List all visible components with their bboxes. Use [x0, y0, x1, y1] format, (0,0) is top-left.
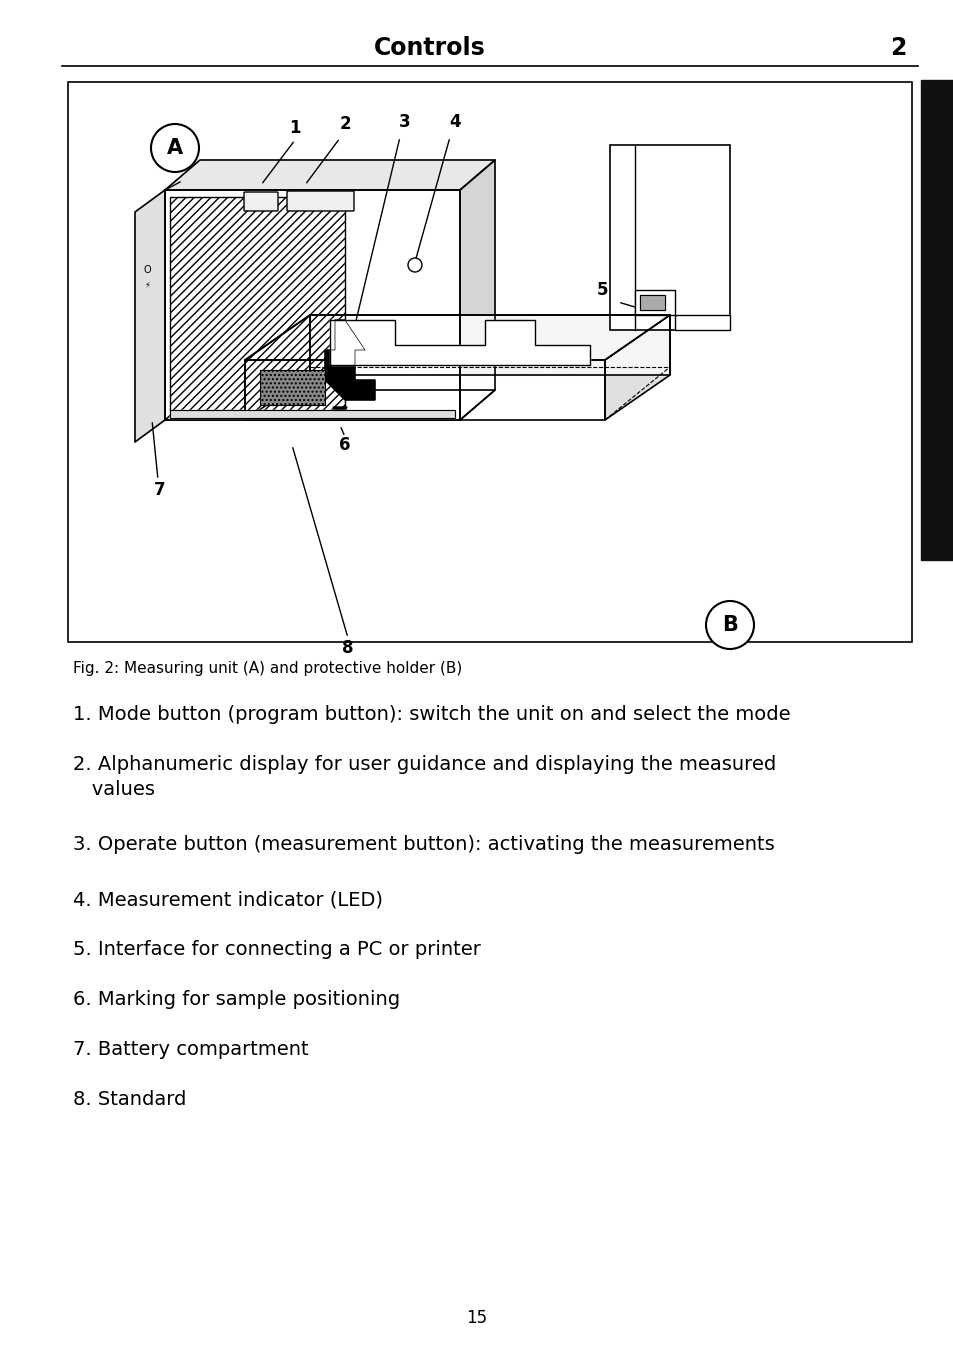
- Polygon shape: [135, 190, 165, 443]
- Circle shape: [151, 124, 199, 172]
- Circle shape: [705, 601, 753, 650]
- FancyBboxPatch shape: [244, 192, 277, 211]
- Bar: [609, 145, 729, 330]
- Text: B: B: [721, 615, 738, 635]
- Polygon shape: [635, 291, 729, 330]
- Text: A: A: [167, 139, 183, 157]
- Text: 2. Alphanumeric display for user guidance and displaying the measured: 2. Alphanumeric display for user guidanc…: [73, 755, 776, 773]
- Polygon shape: [245, 360, 604, 420]
- Polygon shape: [170, 410, 455, 418]
- Text: 4. Measurement indicator (LED): 4. Measurement indicator (LED): [73, 890, 382, 909]
- Text: 6. Marking for sample positioning: 6. Marking for sample positioning: [73, 990, 399, 1009]
- Text: 4: 4: [449, 113, 460, 130]
- Polygon shape: [165, 390, 495, 420]
- FancyBboxPatch shape: [287, 191, 354, 211]
- Text: 3: 3: [398, 113, 411, 130]
- Polygon shape: [245, 315, 310, 420]
- Text: 5. Interface for connecting a PC or printer: 5. Interface for connecting a PC or prin…: [73, 940, 480, 959]
- Text: 7: 7: [154, 482, 166, 499]
- Polygon shape: [245, 315, 669, 360]
- Text: Fig. 2: Measuring unit (A) and protective holder (B): Fig. 2: Measuring unit (A) and protectiv…: [73, 660, 462, 675]
- Text: 3. Operate button (measurement button): activating the measurements: 3. Operate button (measurement button): …: [73, 835, 774, 854]
- Text: 1: 1: [289, 118, 300, 137]
- Text: 15: 15: [466, 1309, 487, 1328]
- Circle shape: [408, 258, 421, 272]
- Polygon shape: [165, 160, 495, 190]
- Polygon shape: [165, 190, 459, 420]
- Text: 1. Mode button (program button): switch the unit on and select the mode: 1. Mode button (program button): switch …: [73, 705, 790, 724]
- Polygon shape: [639, 295, 664, 309]
- Polygon shape: [330, 320, 589, 364]
- Polygon shape: [333, 408, 347, 420]
- Polygon shape: [604, 315, 669, 420]
- Bar: [260, 370, 325, 405]
- Text: 2: 2: [339, 116, 351, 133]
- Text: 6: 6: [339, 436, 351, 455]
- Bar: [170, 196, 345, 412]
- Bar: [920, 79, 953, 560]
- Text: Controls: Controls: [374, 36, 485, 61]
- Text: 2: 2: [889, 36, 905, 61]
- Text: 7. Battery compartment: 7. Battery compartment: [73, 1040, 309, 1059]
- Polygon shape: [459, 160, 495, 420]
- Text: 5: 5: [597, 281, 608, 299]
- Text: ⚡: ⚡: [144, 281, 150, 289]
- Polygon shape: [325, 320, 375, 399]
- Text: 8. Standard: 8. Standard: [73, 1089, 186, 1110]
- Text: values: values: [73, 780, 154, 799]
- Polygon shape: [310, 315, 669, 375]
- Text: 8: 8: [342, 639, 354, 656]
- Text: O: O: [143, 265, 151, 274]
- Bar: [68, 82, 911, 642]
